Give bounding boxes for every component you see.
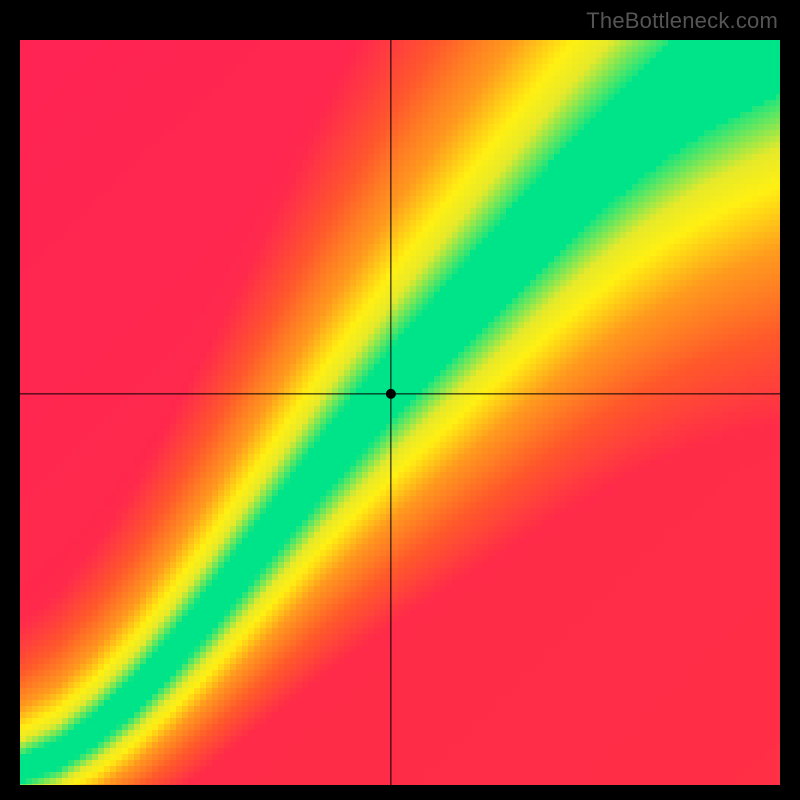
bottleneck-heatmap	[20, 40, 780, 785]
attribution-text: TheBottleneck.com	[586, 8, 778, 34]
chart-frame	[20, 40, 780, 785]
